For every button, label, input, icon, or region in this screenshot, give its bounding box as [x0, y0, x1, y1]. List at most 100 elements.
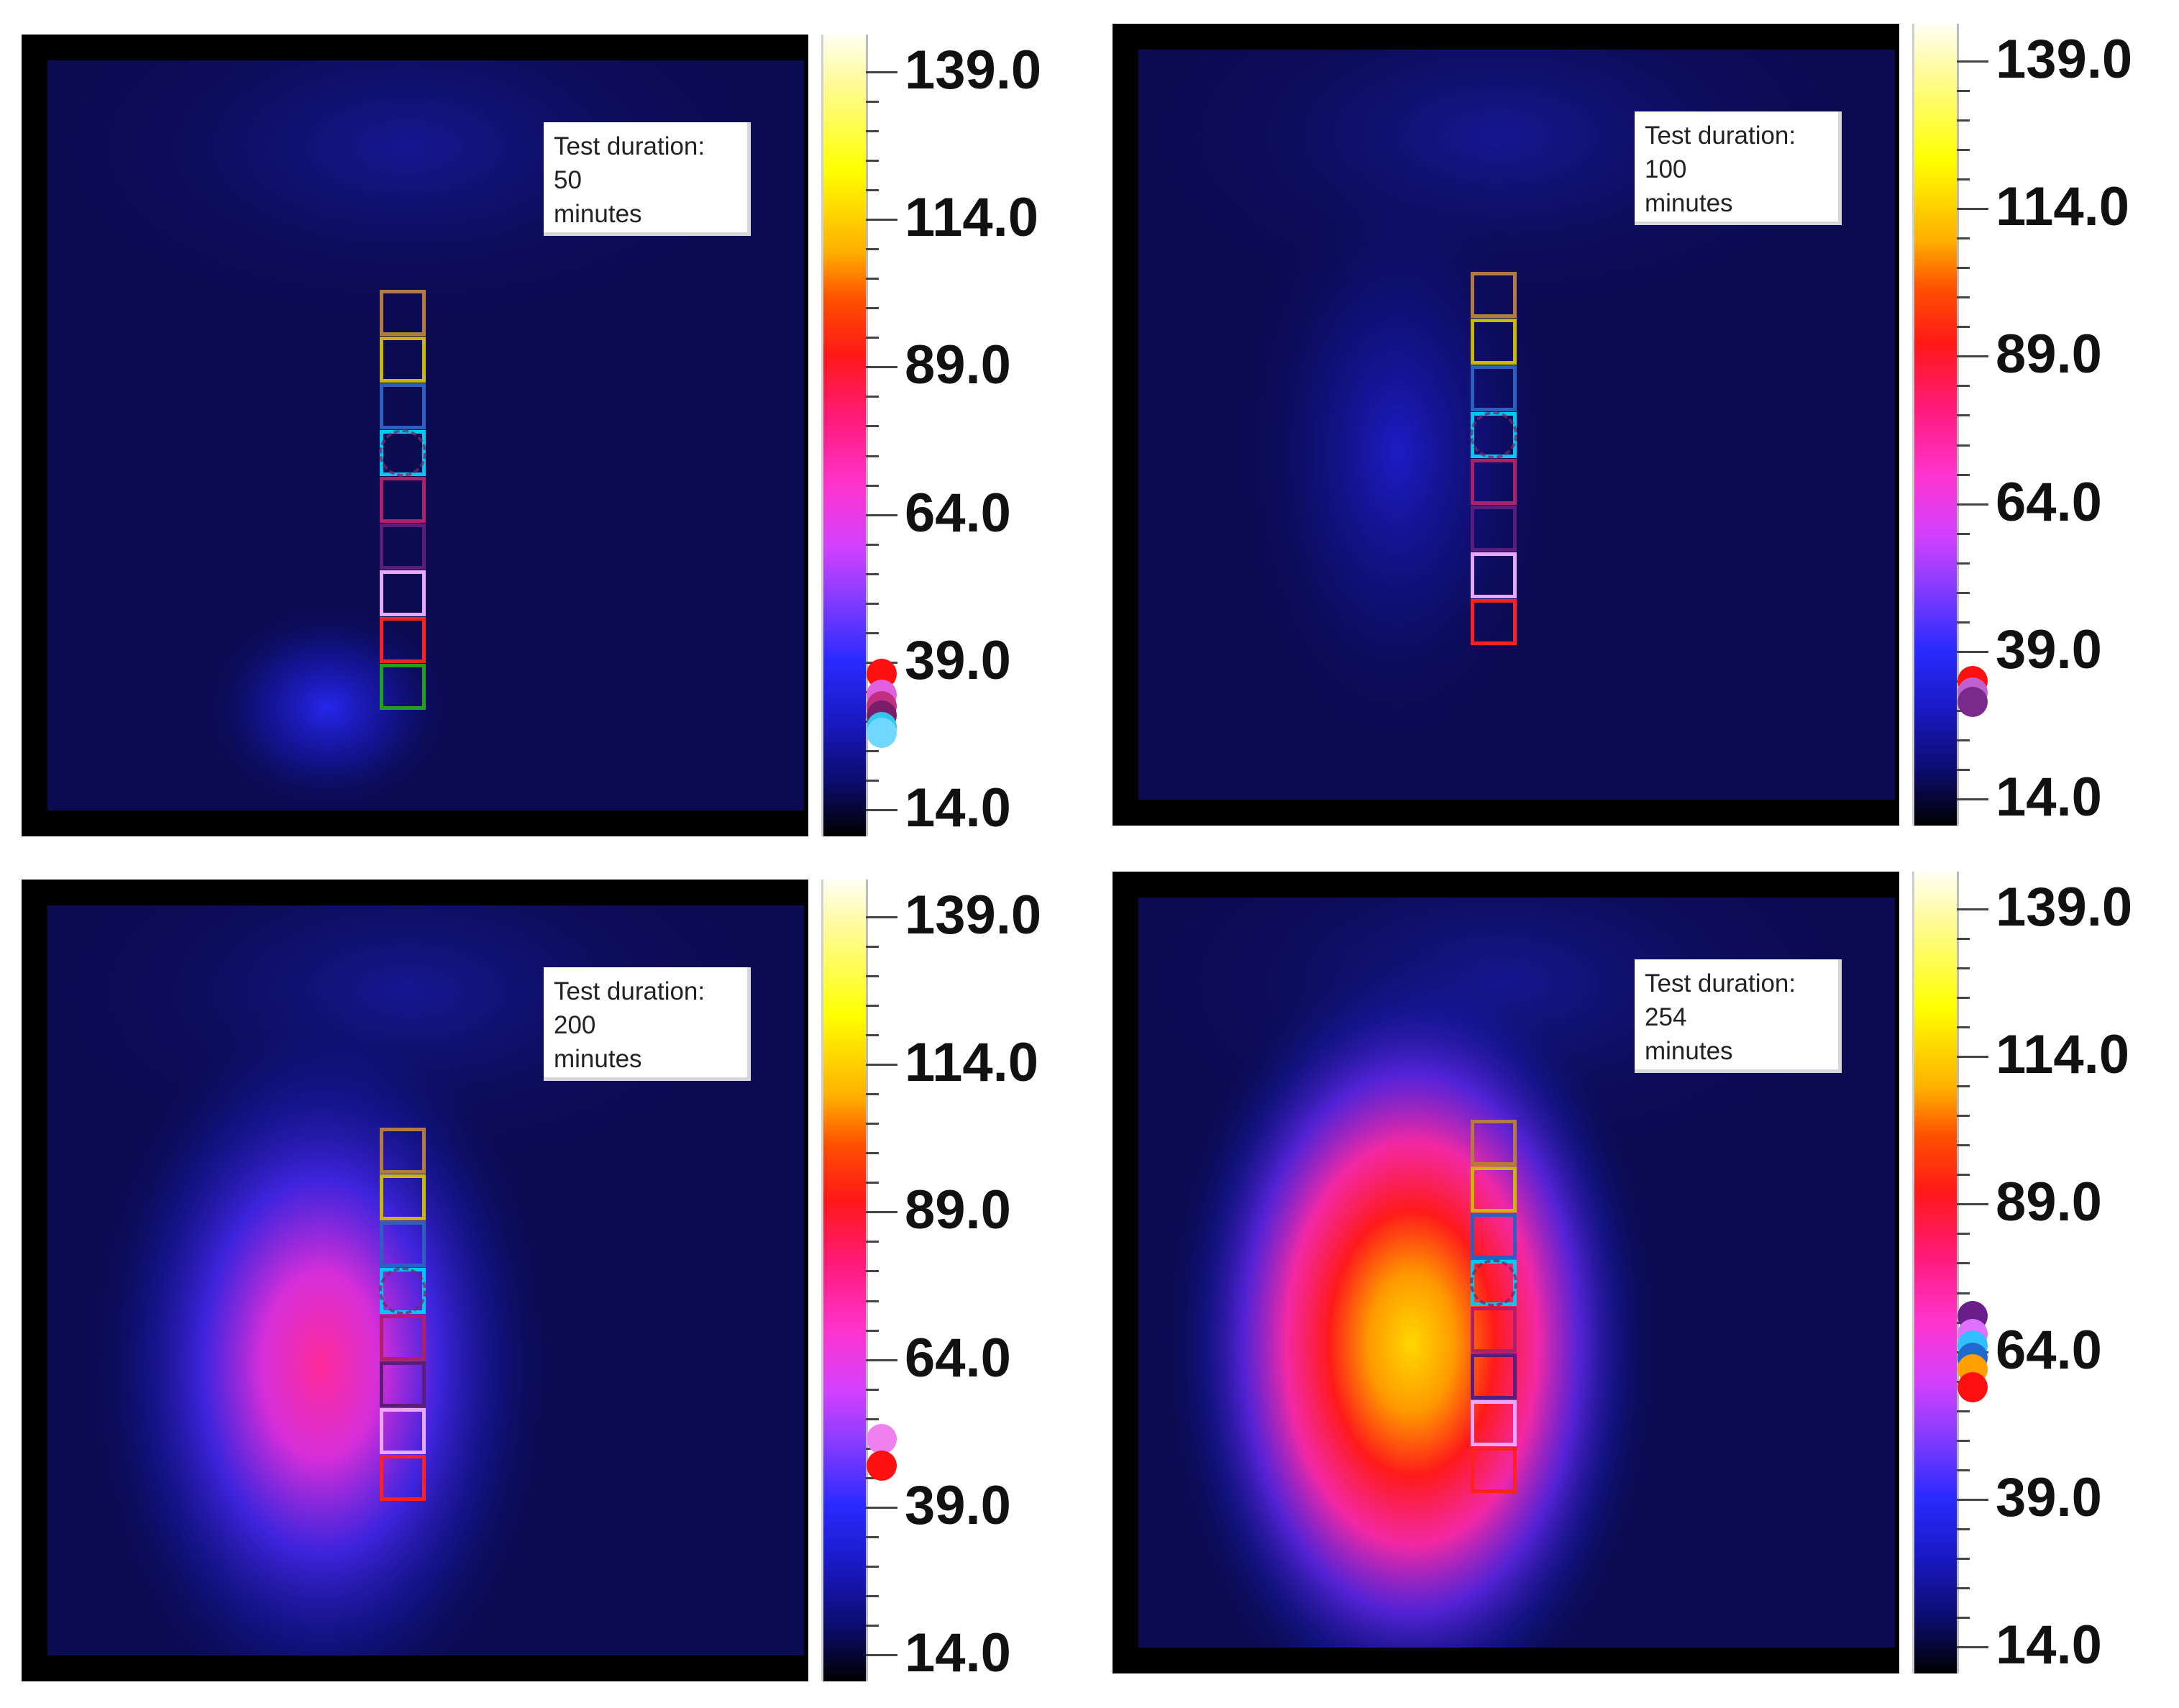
sensor-square: [1471, 272, 1517, 318]
sensor-square: [1471, 1213, 1517, 1259]
scale-tick: [1957, 798, 1988, 800]
scale-tick: [1957, 908, 1988, 910]
scale-tick: [1957, 1527, 1970, 1530]
heat-zone: [1232, 150, 1563, 754]
sensor-square: [1471, 552, 1517, 598]
scale-tick: [1957, 119, 1970, 122]
scale-tick: [866, 946, 879, 949]
sensor-square: [380, 1408, 426, 1454]
scale-tick: [1957, 967, 1970, 970]
scale-tick: [866, 1123, 879, 1125]
scale-tick: [1957, 1233, 1970, 1236]
scale-tick: [866, 1329, 879, 1332]
test-duration-box: Test duration: 254 minutes: [1635, 959, 1842, 1073]
sensor-reading-marker: [867, 1451, 897, 1481]
scale-label: 64.0: [1996, 1319, 2102, 1381]
sensor-circle-marker: [379, 429, 426, 477]
scale-tick: [1957, 562, 1970, 565]
scale-label: 114.0: [905, 1032, 1038, 1094]
sensor-square: [380, 1315, 426, 1361]
scale-tick: [1957, 444, 1970, 447]
scale-tick: [866, 101, 879, 104]
scale-tick: [866, 916, 897, 918]
scale-tick: [866, 337, 879, 339]
thermal-heatmap: [1138, 898, 1895, 1648]
scale-tick: [1957, 208, 1988, 211]
sensor-square: [1471, 319, 1517, 365]
scale-tick: [1957, 473, 1970, 476]
scale-label: 89.0: [1996, 324, 2102, 385]
scale-tick: [866, 1594, 879, 1597]
color-scale-bar: [1912, 872, 1957, 1673]
scale-tick: [866, 1417, 879, 1420]
scale-tick: [866, 219, 897, 222]
scale-tick: [866, 130, 879, 133]
heatmap-frame: Test duration: 254 minutes: [1113, 872, 1899, 1673]
scale-tick: [1957, 90, 1970, 93]
sensor-square: [1471, 1166, 1517, 1213]
sensor-square: [380, 383, 426, 429]
scale-tick: [1957, 1026, 1970, 1029]
scale-axis-line: [866, 35, 868, 836]
color-scale-bar: [821, 35, 866, 836]
sensor-square: [380, 1361, 426, 1407]
scale-label: 39.0: [905, 1474, 1011, 1536]
color-scale-bar: [821, 880, 866, 1681]
color-scale-axis: 139.0 114.0 89.0 64.0 39.0 14.0: [866, 35, 1082, 836]
scale-label: 89.0: [1996, 1172, 2102, 1233]
sensor-square: [1471, 459, 1517, 505]
scale-tick: [866, 1300, 879, 1302]
scale-tick: [866, 189, 879, 192]
scale-tick: [1957, 414, 1970, 417]
scale-label: 14.0: [905, 1622, 1011, 1684]
scale-tick: [866, 779, 879, 782]
scale-tick: [1957, 650, 1988, 653]
sensor-square: [380, 1455, 426, 1501]
sensor-circle-marker: [1470, 411, 1517, 459]
scale-tick: [1957, 938, 1970, 941]
scale-tick: [866, 1241, 879, 1243]
sensor-square: [1471, 1307, 1517, 1353]
scale-tick: [866, 1182, 879, 1184]
scale-tick: [866, 1034, 879, 1037]
scale-tick: [866, 396, 879, 398]
scale-axis-line: [1957, 872, 1959, 1673]
scale-tick: [1957, 1144, 1970, 1147]
heatmap-frame: Test duration: 100 minutes: [1113, 24, 1899, 826]
scale-tick: [866, 71, 897, 73]
scale-label: 89.0: [905, 334, 1011, 396]
test-duration-box: Test duration: 100 minutes: [1635, 111, 1842, 225]
scale-label: 139.0: [1996, 29, 2133, 90]
scale-tick: [1957, 1292, 1970, 1294]
sensor-square: [1471, 1120, 1517, 1166]
scale-tick: [866, 1005, 879, 1008]
sensor-square: [1471, 1353, 1517, 1399]
scale-label: 39.0: [905, 629, 1011, 691]
sensor-square: [1471, 1400, 1517, 1446]
scale-tick: [1957, 1410, 1970, 1412]
heat-zone: [83, 992, 558, 1656]
duration-value: 100: [1645, 155, 1687, 183]
sensor-square: [380, 290, 426, 336]
scale-tick: [1957, 739, 1970, 741]
sensor-reading-marker: [1958, 686, 1988, 717]
scale-tick: [866, 809, 897, 811]
scale-tick: [866, 1270, 879, 1273]
sensor-square: [380, 664, 426, 710]
scale-tick: [866, 307, 879, 310]
scale-tick: [1957, 503, 1988, 506]
scale-tick: [1957, 60, 1988, 63]
scale-label: 139.0: [1996, 877, 2133, 938]
annotation-title: Test duration:: [554, 977, 705, 1005]
scale-tick: [866, 572, 879, 575]
heatmap-frame: Test duration: 200 minutes: [22, 880, 808, 1681]
sensor-circle-marker: [1470, 1259, 1517, 1307]
scale-label: 114.0: [905, 187, 1038, 249]
annotation-title: Test duration:: [1645, 969, 1796, 997]
scale-tick: [866, 1506, 897, 1509]
scale-label: 89.0: [905, 1179, 1011, 1241]
annotation-units: minutes: [554, 200, 642, 228]
scale-label: 14.0: [1996, 767, 2102, 828]
annotation-units: minutes: [1645, 189, 1733, 217]
sensor-square: [1471, 599, 1517, 645]
